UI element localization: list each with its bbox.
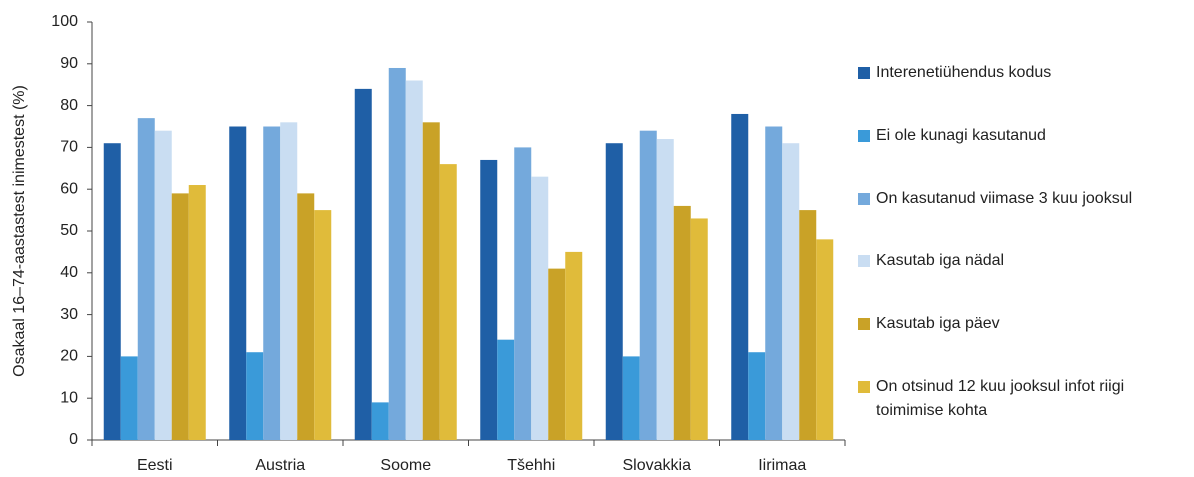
bar [314, 210, 332, 440]
legend-item: On kasutanud viimase 3 kuu jooksul [858, 187, 1188, 211]
legend-swatch [858, 255, 870, 268]
bar [171, 193, 189, 440]
bar [765, 126, 783, 440]
legend-swatch [858, 317, 870, 330]
bar [120, 356, 138, 440]
bar [188, 185, 206, 440]
y-tick-label: 70 [60, 139, 78, 156]
legend-label: On kasutanud viimase 3 kuu jooksul [876, 189, 1133, 207]
bar [748, 352, 766, 440]
bar [673, 205, 691, 440]
bar [531, 176, 549, 440]
bar [154, 130, 172, 440]
x-tick-label: Eesti [137, 457, 173, 474]
bar [480, 159, 498, 440]
y-tick-label: 0 [69, 431, 78, 448]
y-tick-label: 80 [60, 97, 78, 114]
legend-label: On otsinud 12 kuu jooksul infot riigi to… [876, 377, 1125, 419]
bar [263, 126, 281, 440]
bar [103, 143, 121, 440]
legend-label: Interenetiühendus kodus [876, 64, 1052, 82]
bar [371, 402, 389, 440]
y-tick-label: 20 [60, 348, 78, 365]
legend-swatch [858, 192, 870, 205]
bar [548, 268, 566, 440]
bar [622, 356, 640, 440]
bar [388, 67, 406, 440]
legend-swatch [858, 67, 870, 80]
bar [656, 139, 674, 441]
y-tick-label: 40 [60, 264, 78, 281]
bar [422, 122, 440, 440]
bar [816, 239, 834, 440]
bar [297, 193, 315, 440]
bar [605, 143, 623, 440]
bar [229, 126, 247, 440]
x-tick-label: Soome [380, 457, 431, 474]
bar [782, 143, 800, 440]
y-tick-label: 100 [51, 13, 78, 30]
y-axis-label: Osakaal 16–74-aastastest inimestest (%) [11, 85, 28, 377]
legend-item: Kasutab iga nädal [858, 249, 1188, 273]
bar [405, 80, 423, 441]
legend-item: Interenetiühendus kodus [858, 61, 1188, 85]
x-tick-label: Iirimaa [758, 457, 806, 474]
legend-item: Kasutab iga päev [858, 312, 1188, 336]
y-tick-label: 10 [60, 389, 78, 406]
bar [639, 130, 657, 440]
legend-swatch [858, 129, 870, 142]
bar [565, 251, 583, 440]
bar [354, 88, 372, 440]
bar [439, 164, 457, 440]
bar [497, 339, 515, 440]
bar [799, 210, 817, 440]
bar [137, 118, 155, 440]
y-tick-label: 60 [60, 180, 78, 197]
bar [690, 218, 708, 440]
legend-swatch [858, 380, 870, 393]
legend: Interenetiühendus kodus Ei ole kunagi kas… [858, 42, 1188, 442]
legend-label: Kasutab iga päev [876, 314, 1000, 332]
x-tick-label: Tšehhi [507, 457, 555, 474]
x-tick-label: Slovakkia [623, 457, 692, 474]
legend-item: On otsinud 12 kuu jooksul infot riigi to… [858, 375, 1188, 423]
legend-item: Ei ole kunagi kasutanud [858, 124, 1188, 148]
x-tick-label: Austria [255, 457, 305, 474]
legend-label: Ei ole kunagi kasutanud [876, 126, 1046, 144]
bar [514, 147, 532, 440]
bar [731, 113, 749, 441]
legend-label: Kasutab iga nädal [876, 252, 1005, 270]
y-tick-label: 90 [60, 55, 78, 72]
bar [280, 122, 298, 440]
y-tick-label: 50 [60, 222, 78, 239]
bar [246, 352, 264, 440]
y-tick-label: 30 [60, 306, 78, 323]
